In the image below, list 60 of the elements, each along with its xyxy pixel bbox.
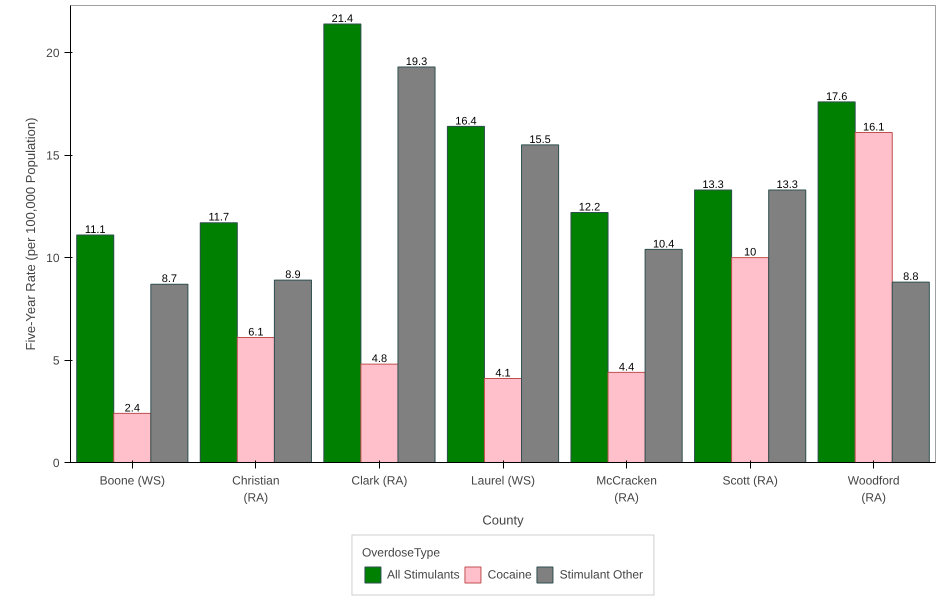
x-tick-label: Laurel (WS) (470, 474, 536, 488)
data-label: 6.1 (248, 326, 264, 338)
data-label: 11.1 (84, 224, 106, 236)
data-label: 8.8 (903, 271, 918, 284)
data-label: 11.7 (208, 212, 230, 224)
data-label: 19.3 (406, 56, 428, 68)
bar (854, 132, 893, 462)
bar (274, 280, 312, 462)
bar (200, 222, 238, 462)
data-label: 15.5 (529, 134, 551, 146)
x-tick-label: McCracken (RA) (596, 474, 657, 504)
bar (360, 364, 398, 462)
data-label: 2.4 (124, 402, 140, 414)
data-label: 13.3 (776, 178, 798, 191)
bar (150, 284, 188, 462)
bar (694, 189, 732, 462)
legend-title: OverdoseType (362, 546, 441, 560)
bar (521, 144, 560, 462)
bar (397, 66, 436, 462)
y-tick-label: 10 (46, 251, 60, 266)
bar (768, 189, 806, 462)
legend-label: Cocaine (488, 568, 532, 582)
x-tick-label: Scott (RA) (722, 474, 778, 488)
data-label: 12.2 (578, 201, 600, 214)
bar (484, 378, 522, 462)
bar (236, 336, 275, 462)
x-tick-label: Woodford (RA) (848, 474, 900, 504)
data-label: 16.1 (863, 122, 884, 134)
bar (76, 234, 114, 462)
data-label: 10 (744, 246, 756, 259)
y-tick-label: 5 (52, 354, 60, 368)
legend-label: All Stimulants (386, 568, 460, 582)
bar (731, 257, 770, 462)
x-tick-label: Clark (RA) (351, 474, 408, 488)
bar (608, 372, 646, 462)
data-label: 4.1 (495, 367, 511, 380)
bar (446, 126, 485, 462)
data-label: 17.6 (826, 90, 848, 103)
data-label: 13.3 (702, 178, 724, 191)
y-tick-label: 15 (46, 148, 60, 163)
data-label: 10.4 (652, 238, 674, 250)
bar (323, 23, 362, 462)
data-label: 8.9 (285, 269, 301, 282)
x-axis-title: County (482, 512, 524, 528)
legend-label: Stimulant Other (560, 568, 644, 582)
data-label: 4.8 (372, 353, 388, 366)
bar (570, 212, 609, 462)
bar (892, 282, 930, 462)
y-tick-label: 20 (46, 46, 60, 60)
bar (818, 101, 856, 462)
bar (113, 412, 152, 462)
data-label: 21.4 (332, 12, 354, 25)
data-label: 4.4 (618, 361, 634, 374)
data-label: 16.4 (455, 115, 477, 128)
x-tick-label: Boone (WS) (100, 474, 165, 488)
x-tick-label: Christian (RA) (232, 474, 280, 504)
y-tick-label: 0 (52, 456, 60, 470)
data-label: 8.7 (162, 273, 178, 286)
bar (644, 248, 683, 462)
y-axis-title: Five-Year Rate (per 100,000 Population) (23, 118, 38, 350)
